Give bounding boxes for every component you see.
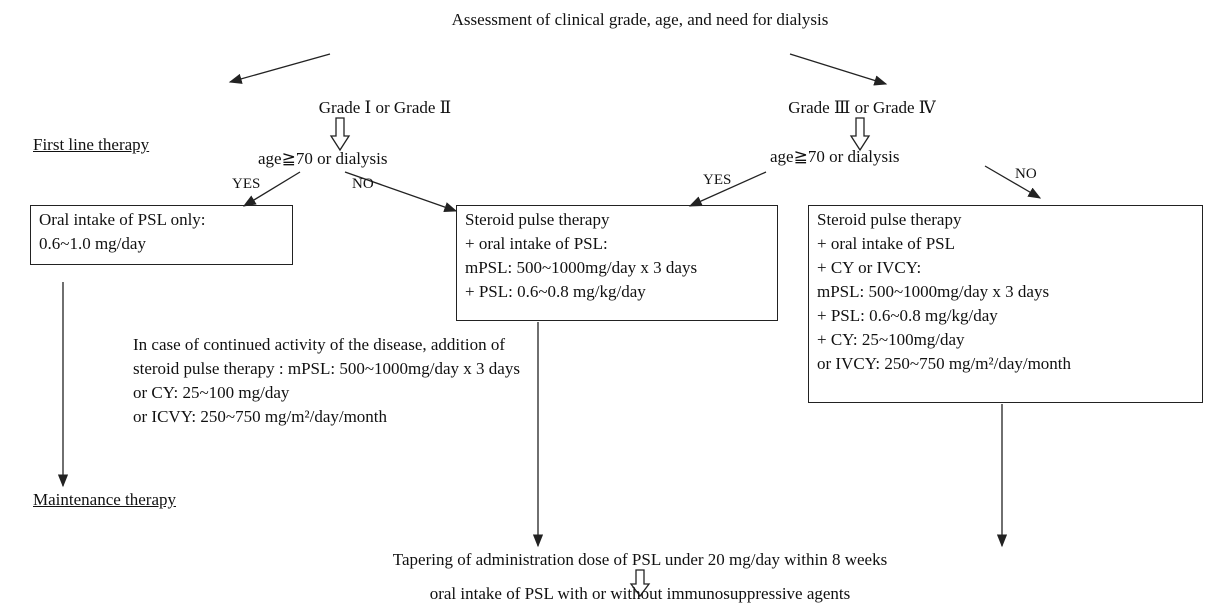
section-label: First line therapy	[33, 135, 150, 154]
text-line: mPSL: 500~1000mg/day x 3 days	[465, 258, 698, 277]
text-line: or IVCY: 250~750 mg/m²/day/month	[817, 354, 1072, 373]
final: oral intake of PSL with or without immun…	[429, 584, 851, 603]
text-line: mPSL: 500~1000mg/day x 3 days	[817, 282, 1050, 301]
condition: age≧70 or dialysis	[770, 147, 900, 166]
text-line: Steroid pulse therapy	[817, 210, 962, 229]
hollow-arrow	[329, 117, 351, 152]
text-line: Steroid pulse therapy	[465, 210, 610, 229]
box: Steroid pulse therapy + oral intake of PS…	[808, 205, 1203, 403]
text-line: steroid pulse therapy : mPSL: 500~1000mg…	[133, 359, 520, 378]
text-line: + PSL: 0.6~0.8 mg/kg/day	[817, 306, 998, 325]
arrow	[688, 171, 767, 207]
text-line: or ICVY: 250~750 mg/m²/day/month	[133, 407, 388, 426]
title: Assessment of clinical grade, age, and n…	[451, 10, 829, 29]
arrow	[984, 165, 1042, 199]
hollow-arrow	[629, 569, 651, 598]
text-line: + CY or IVCY:	[817, 258, 922, 277]
grade: Grade Ⅰ or Grade Ⅱ	[318, 98, 452, 117]
box: Steroid pulse therapy + oral intake of PS…	[456, 205, 778, 321]
arrow	[228, 53, 331, 84]
text-line: + oral intake of PSL:	[465, 234, 608, 253]
arrow	[242, 171, 301, 207]
yes-label: YES	[232, 176, 261, 192]
tapering: Tapering of administration dose of PSL u…	[392, 550, 888, 569]
arrow	[344, 171, 458, 213]
text-line: + CY: 25~100mg/day	[817, 330, 965, 349]
text-line: 0.6~1.0 mg/day	[39, 234, 146, 253]
text-line: In case of continued activity of the dis…	[133, 335, 505, 354]
yes-label: YES	[703, 172, 732, 188]
box: Oral intake of PSL only: 0.6~1.0 mg/day	[30, 205, 293, 265]
arrow	[789, 53, 888, 86]
no-label: NO	[1015, 166, 1037, 182]
no-label: NO	[352, 176, 374, 192]
section-label: Maintenance therapy	[33, 490, 177, 509]
text-line: or CY: 25~100 mg/day	[133, 383, 290, 402]
text-line: + oral intake of PSL	[817, 234, 956, 253]
condition: age≧70 or dialysis	[258, 149, 388, 168]
grade: Grade Ⅲ or Grade Ⅳ	[788, 98, 936, 117]
text-line: + PSL: 0.6~0.8 mg/kg/day	[465, 282, 646, 301]
text-line: Oral intake of PSL only:	[39, 210, 206, 229]
paragraph: In case of continued activity of the dis…	[133, 333, 520, 429]
hollow-arrow	[849, 117, 871, 152]
